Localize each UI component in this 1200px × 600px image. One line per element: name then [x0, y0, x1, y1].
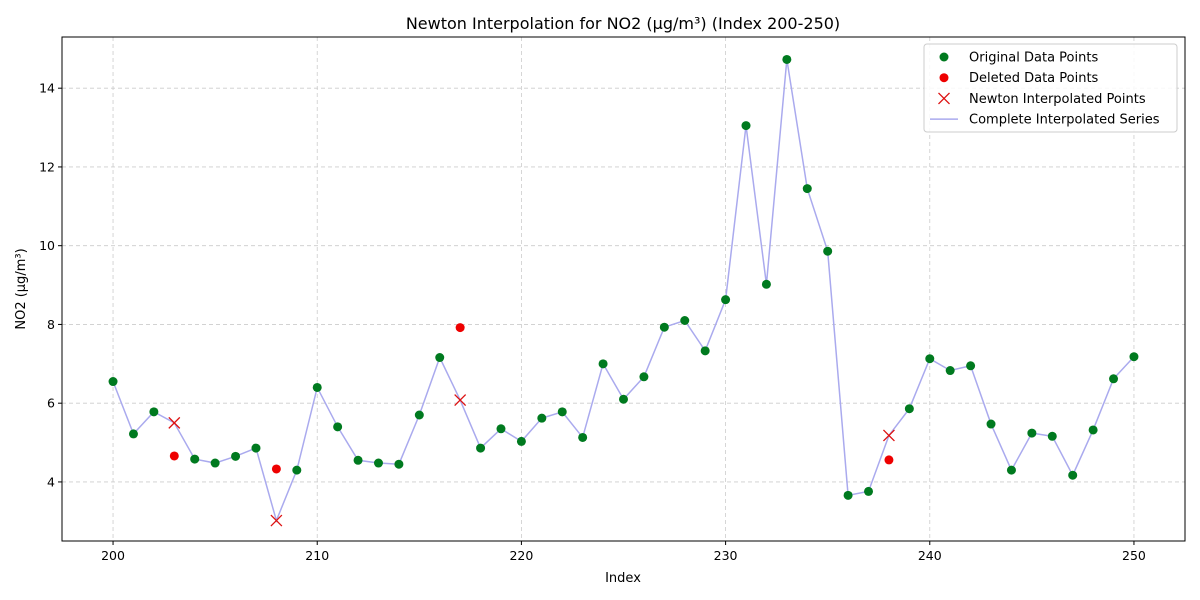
original-data-point	[721, 295, 731, 305]
original-data-point	[1027, 428, 1037, 438]
original-data-point	[680, 316, 690, 325]
original-data-point	[1068, 470, 1078, 480]
y-tick-label: 12	[39, 159, 55, 174]
legend: Original Data Points Deleted Data Points N…	[923, 43, 1178, 133]
y-tick-label: 10	[39, 238, 55, 253]
original-data-point	[353, 455, 363, 465]
original-data-point	[496, 424, 506, 434]
original-data-point	[945, 366, 955, 376]
legend-marker-icon	[939, 52, 949, 62]
legend-entry: Original Data Points	[939, 51, 1098, 66]
original-data-point	[557, 407, 567, 417]
original-data-point	[1129, 352, 1139, 362]
legend-entry: Complete Interpolated Series	[930, 113, 1160, 128]
original-data-point	[373, 458, 383, 468]
original-data-point	[292, 465, 302, 475]
original-data-point	[782, 54, 792, 64]
original-data-point	[149, 407, 159, 417]
original-data-point	[1047, 431, 1057, 441]
deleted-data-point	[884, 455, 894, 465]
x-marker-stroke	[882, 429, 895, 442]
original-data-point	[823, 246, 833, 256]
legend-marker-icon	[938, 92, 950, 105]
x-tick-label: 240	[918, 548, 942, 563]
original-data-point	[619, 394, 628, 404]
original-data-point	[761, 279, 771, 289]
x-tick-label: 200	[101, 548, 125, 563]
newton-interpolated-point	[168, 416, 181, 429]
original-data-point	[476, 443, 486, 453]
original-data-point	[312, 382, 322, 392]
x-marker-stroke	[454, 394, 467, 406]
x-marker-stroke	[938, 92, 950, 105]
original-data-point	[741, 121, 751, 131]
original-data-point	[516, 436, 526, 446]
original-data-point	[190, 454, 200, 464]
original-data-point	[966, 361, 976, 371]
original-data-point	[986, 419, 996, 429]
x-tick-label: 220	[509, 548, 533, 563]
deleted-data-point	[169, 451, 179, 461]
legend-entry: Deleted Data Points	[939, 71, 1099, 86]
original-data-point	[1088, 425, 1098, 435]
legend-marker-icon	[939, 73, 949, 83]
original-data-point	[128, 429, 138, 439]
original-data-point	[394, 459, 404, 469]
x-tick-label: 250	[1122, 548, 1146, 563]
y-tick-label: 6	[47, 396, 55, 411]
original-data-point	[251, 443, 261, 453]
legend-label: Complete Interpolated Series	[969, 113, 1160, 128]
chart-title: Newton Interpolation for NO2 (µg/m³) (In…	[406, 14, 840, 33]
original-data-point	[843, 490, 853, 500]
x-tick-label: 210	[305, 548, 329, 563]
x-axis-label: Index	[605, 571, 641, 586]
legend-label: Newton Interpolated Points	[969, 92, 1146, 107]
y-axis-label: NO2 (µg/m³)	[14, 248, 29, 329]
original-data-point	[904, 404, 914, 414]
original-data-point	[578, 432, 588, 442]
original-data-point	[108, 377, 118, 387]
plot-frame	[61, 36, 1186, 542]
original-data-point	[333, 422, 343, 432]
original-data-point	[659, 322, 669, 332]
newton-interpolated-point	[882, 429, 895, 442]
plot-area	[108, 54, 1139, 527]
original-data-point	[1109, 374, 1119, 384]
newton-interpolated-point	[270, 514, 283, 527]
x-marker-stroke	[270, 514, 283, 527]
original-data-point	[210, 458, 220, 468]
original-data-point	[925, 354, 935, 364]
original-data-point	[802, 184, 812, 194]
original-data-point	[598, 359, 608, 369]
legend-box	[923, 43, 1178, 133]
axis-ticks: 200 210 220 230 240 250 4 6 8 10 12 14	[39, 81, 1146, 563]
legend-label: Original Data Points	[969, 51, 1098, 66]
deleted-data-point	[455, 323, 465, 333]
original-data-point	[1006, 465, 1016, 475]
newton-interpolated-point	[454, 394, 467, 406]
x-marker-stroke	[168, 416, 181, 429]
original-data-point	[414, 410, 424, 420]
original-data-point	[435, 353, 445, 363]
y-tick-label: 8	[47, 317, 55, 332]
x-tick-label: 230	[714, 548, 738, 563]
y-tick-label: 14	[39, 81, 55, 96]
original-data-point	[864, 486, 874, 496]
original-data-point	[700, 346, 710, 356]
legend-label: Deleted Data Points	[969, 71, 1099, 86]
y-tick-label: 4	[47, 474, 55, 489]
legend-entry: Newton Interpolated Points	[938, 92, 1146, 107]
original-data-point	[231, 451, 241, 461]
original-data-point	[537, 413, 547, 423]
deleted-data-point	[271, 464, 281, 474]
original-data-point	[639, 372, 649, 382]
